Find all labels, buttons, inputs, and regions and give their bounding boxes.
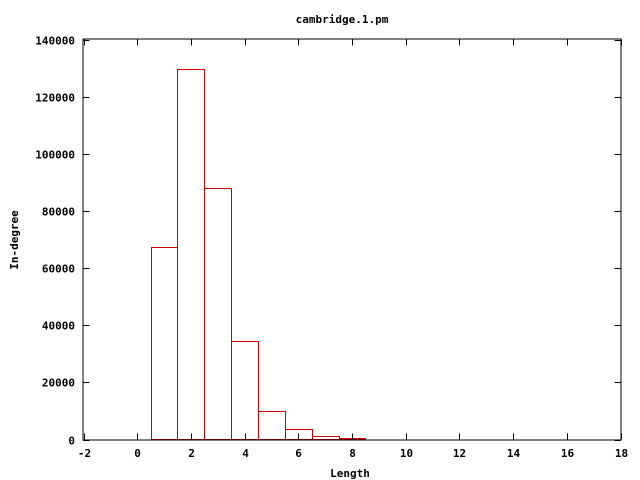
ticks: -2 0 2 4 6 8 10 12 14 16 1802000040000600008000010… [35, 35, 628, 461]
x-tick-label: 18 [615, 447, 628, 460]
x-tick-label: 0 [134, 447, 141, 460]
bars [151, 69, 366, 440]
x-tick-label: 16 [561, 447, 575, 460]
x-tick-label: 4 [242, 447, 249, 460]
y-tick-label: 80000 [42, 206, 75, 219]
x-tick-label: 6 [295, 447, 302, 460]
x-tick-label: 8 [349, 447, 356, 460]
plot-frame [82, 38, 622, 441]
bar [258, 411, 286, 440]
bar [151, 247, 178, 440]
x-tick-label: 12 [453, 447, 466, 460]
y-tick-label: 140000 [35, 35, 75, 48]
y-tick-label: 20000 [42, 377, 75, 390]
y-tick-label: 40000 [42, 320, 75, 333]
y-tick-label: 0 [68, 435, 75, 448]
bar [177, 69, 205, 440]
chart-title: cambridge.1.pm [296, 13, 389, 26]
y-tick-label: 100000 [35, 149, 75, 162]
y-tick-label: 60000 [42, 263, 75, 276]
x-axis-label: Length [330, 467, 370, 480]
bar [204, 188, 232, 440]
bar [312, 436, 340, 440]
bar [231, 341, 259, 440]
x-tick-label: 10 [400, 447, 413, 460]
x-tick-label: -2 [78, 447, 91, 460]
x-tick-label: 2 [188, 447, 195, 460]
y-tick-label: 120000 [35, 92, 75, 105]
x-tick-label: 14 [507, 447, 521, 460]
y-axis-label: In-degree [8, 210, 21, 270]
